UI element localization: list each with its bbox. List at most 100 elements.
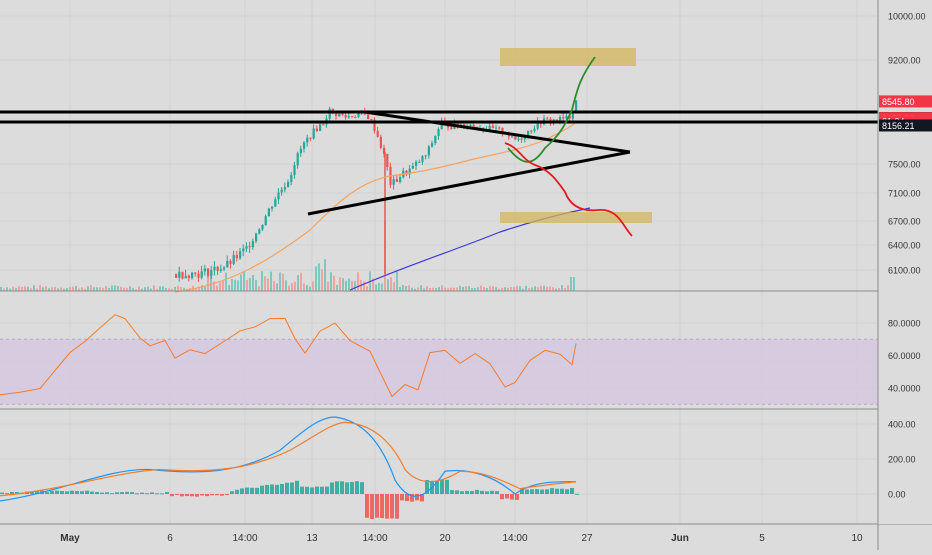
candle[interactable] bbox=[575, 100, 578, 113]
candle[interactable] bbox=[309, 137, 312, 139]
candle[interactable] bbox=[424, 155, 427, 157]
candle[interactable] bbox=[376, 130, 379, 137]
candle[interactable] bbox=[421, 156, 424, 162]
candle[interactable] bbox=[530, 130, 533, 132]
candle[interactable] bbox=[354, 116, 357, 118]
candle[interactable] bbox=[187, 275, 190, 279]
candle[interactable] bbox=[242, 248, 245, 252]
candle[interactable] bbox=[511, 136, 514, 138]
candle[interactable] bbox=[437, 129, 440, 137]
candle[interactable] bbox=[251, 241, 254, 248]
candle[interactable] bbox=[306, 137, 309, 143]
candle[interactable] bbox=[200, 271, 203, 278]
candle[interactable] bbox=[197, 273, 200, 278]
candle[interactable] bbox=[456, 122, 459, 127]
candle[interactable] bbox=[219, 269, 222, 271]
candle[interactable] bbox=[296, 153, 299, 166]
candle[interactable] bbox=[216, 266, 219, 271]
candle[interactable] bbox=[370, 119, 373, 121]
candle[interactable] bbox=[488, 125, 491, 130]
candle[interactable] bbox=[559, 117, 562, 121]
candles[interactable] bbox=[175, 99, 578, 282]
candle[interactable] bbox=[383, 147, 386, 154]
candle[interactable] bbox=[184, 275, 187, 279]
candle[interactable] bbox=[267, 208, 270, 217]
panel-separators[interactable] bbox=[0, 290, 932, 525]
candle[interactable] bbox=[415, 161, 418, 166]
candle[interactable] bbox=[203, 268, 206, 272]
candle[interactable] bbox=[491, 125, 494, 129]
candle[interactable] bbox=[245, 246, 248, 249]
candle[interactable] bbox=[322, 124, 325, 126]
candle[interactable] bbox=[495, 127, 498, 129]
candle[interactable] bbox=[315, 128, 318, 131]
candle[interactable] bbox=[232, 255, 235, 264]
candle[interactable] bbox=[555, 119, 558, 121]
candle[interactable] bbox=[546, 118, 549, 120]
candle[interactable] bbox=[517, 138, 520, 140]
y-axis[interactable]: 6100.00 6400.00 6700.00 7100.00 7500.00 9200.… bbox=[877, 0, 932, 550]
price-badge[interactable] bbox=[879, 119, 932, 132]
candle[interactable] bbox=[319, 124, 322, 131]
candle[interactable] bbox=[379, 136, 382, 148]
candle[interactable] bbox=[178, 271, 181, 278]
candle[interactable] bbox=[248, 246, 251, 248]
candle[interactable] bbox=[258, 229, 261, 234]
candle[interactable] bbox=[357, 113, 360, 117]
x-axis[interactable]: May 6 14:00 13 14:00 20 14:00 27 Jun 5 10 bbox=[60, 533, 863, 544]
candle[interactable] bbox=[229, 260, 232, 264]
candle[interactable] bbox=[395, 179, 398, 182]
candle[interactable] bbox=[283, 187, 286, 190]
candle[interactable] bbox=[261, 225, 264, 230]
candle[interactable] bbox=[344, 114, 347, 118]
candle[interactable] bbox=[520, 138, 523, 140]
candle[interactable] bbox=[235, 255, 238, 259]
candle[interactable] bbox=[347, 116, 350, 118]
candle[interactable] bbox=[287, 181, 290, 188]
candle[interactable] bbox=[427, 146, 430, 156]
candle[interactable] bbox=[411, 165, 414, 169]
candle[interactable] bbox=[312, 128, 315, 139]
candle[interactable] bbox=[338, 113, 341, 117]
candle[interactable] bbox=[440, 121, 443, 130]
candle[interactable] bbox=[469, 124, 472, 127]
candle[interactable] bbox=[373, 119, 376, 131]
candle[interactable] bbox=[181, 271, 184, 279]
candle[interactable] bbox=[207, 268, 210, 276]
candle[interactable] bbox=[341, 113, 344, 115]
candle[interactable] bbox=[386, 153, 389, 167]
candle[interactable] bbox=[303, 142, 306, 149]
candle[interactable] bbox=[367, 114, 370, 120]
candle[interactable] bbox=[536, 120, 539, 129]
candle[interactable] bbox=[274, 199, 277, 207]
candle[interactable] bbox=[527, 130, 530, 137]
candle[interactable] bbox=[514, 136, 517, 140]
candle[interactable] bbox=[293, 165, 296, 176]
price-badge[interactable] bbox=[879, 95, 932, 108]
candle[interactable] bbox=[418, 161, 421, 163]
candle[interactable] bbox=[223, 267, 226, 270]
candle[interactable] bbox=[277, 192, 280, 200]
candle[interactable] bbox=[568, 115, 571, 119]
candle[interactable] bbox=[565, 115, 568, 119]
candle[interactable] bbox=[328, 108, 331, 119]
candle[interactable] bbox=[271, 206, 274, 209]
candle[interactable] bbox=[213, 266, 216, 271]
candle[interactable] bbox=[351, 116, 354, 118]
candle[interactable] bbox=[562, 117, 565, 119]
candle[interactable] bbox=[431, 143, 434, 147]
candle[interactable] bbox=[472, 124, 475, 127]
candle[interactable] bbox=[405, 170, 408, 175]
candle[interactable] bbox=[392, 179, 395, 185]
candle[interactable] bbox=[331, 108, 334, 112]
candle[interactable] bbox=[239, 251, 242, 259]
candle[interactable] bbox=[434, 136, 437, 144]
candle[interactable] bbox=[175, 274, 178, 278]
candle[interactable] bbox=[523, 136, 526, 140]
candle[interactable] bbox=[280, 189, 283, 193]
candle[interactable] bbox=[191, 272, 194, 279]
candle[interactable] bbox=[255, 233, 258, 242]
candle[interactable] bbox=[501, 127, 504, 133]
